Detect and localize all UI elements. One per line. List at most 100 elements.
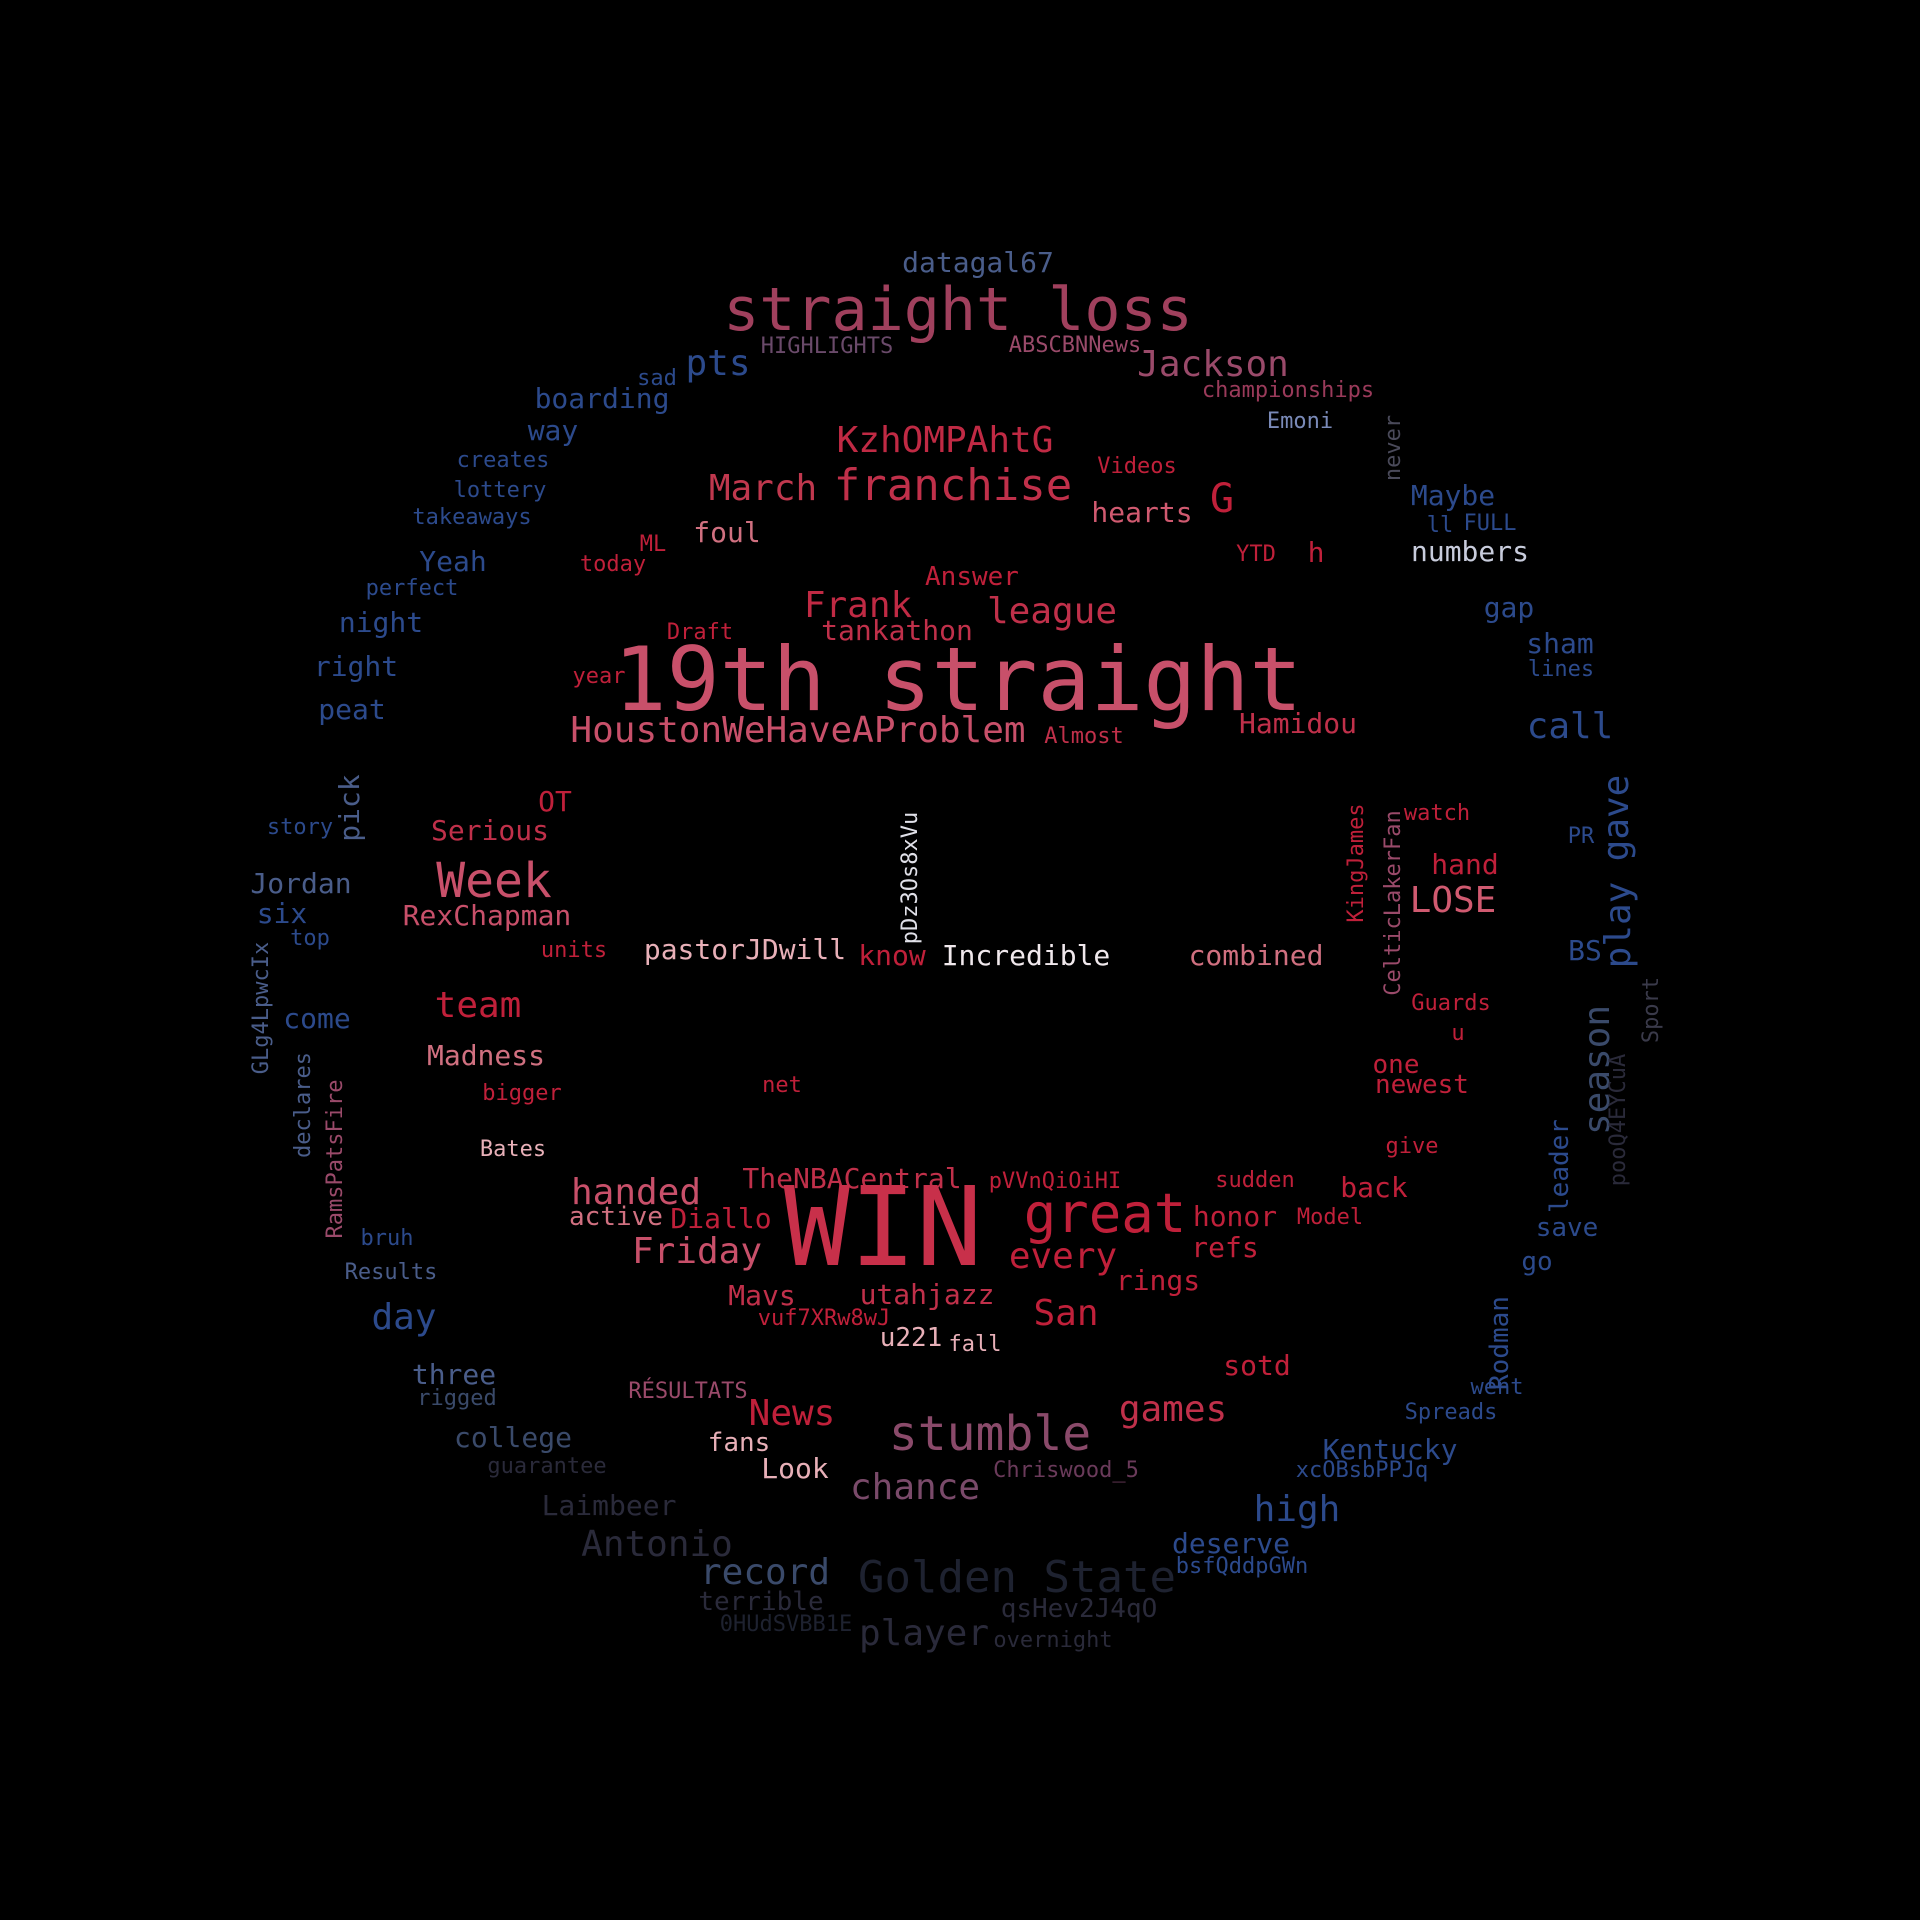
word-cloud-word: March	[709, 468, 817, 509]
word-cloud-word: utahjazz	[860, 1278, 995, 1311]
word-cloud-word: qsHev2J4qO	[1001, 1594, 1158, 1624]
word-cloud-word: pts	[685, 343, 750, 384]
word-cloud-word: pick	[333, 774, 366, 842]
word-cloud-word: play	[1598, 882, 1639, 969]
word-cloud-word: Draft	[667, 620, 733, 645]
word-cloud-word: newest	[1375, 1070, 1469, 1100]
word-cloud-word: franchise	[834, 460, 1072, 511]
word-cloud-word: right	[314, 650, 398, 683]
word-cloud-word: way	[528, 414, 579, 447]
word-cloud-word: straight loss	[723, 275, 1193, 345]
word-cloud-word: foul	[693, 516, 760, 549]
word-cloud-word: gave	[1596, 775, 1637, 862]
word-cloud-word: Results	[345, 1260, 438, 1285]
word-cloud-word: sham	[1526, 627, 1593, 660]
word-cloud-word: HoustonWeHaveAProblem	[570, 710, 1025, 751]
word-cloud-word: active	[569, 1202, 663, 1232]
word-cloud-word: G	[1210, 476, 1234, 522]
word-cloud-word: Hamidou	[1239, 707, 1357, 740]
word-cloud-word: u	[1451, 1021, 1464, 1046]
word-cloud-word: refs	[1191, 1231, 1258, 1264]
word-cloud-word: datagal67	[902, 246, 1054, 279]
word-cloud-word: 19th straight	[614, 628, 1303, 731]
word-cloud-word: watch	[1404, 801, 1470, 826]
word-cloud-word: combined	[1189, 939, 1324, 972]
word-cloud-word: Chriswood_5	[993, 1458, 1139, 1483]
word-cloud-word: know	[858, 939, 926, 972]
word-cloud-word: player	[859, 1613, 989, 1654]
word-cloud-word: stumble	[889, 1406, 1091, 1462]
word-cloud-word: three	[412, 1358, 496, 1391]
word-cloud-word: fans	[708, 1428, 771, 1458]
word-cloud-word: Model	[1297, 1205, 1363, 1230]
word-cloud-word: college	[454, 1421, 572, 1454]
word-cloud-word: season	[1577, 1005, 1618, 1135]
word-cloud-word: gap	[1484, 591, 1535, 624]
word-cloud-word: Rodman	[1485, 1296, 1515, 1390]
word-cloud-word: YTD	[1236, 542, 1276, 567]
word-cloud-word: one	[1373, 1050, 1420, 1080]
word-cloud-word: save	[1536, 1213, 1599, 1243]
word-cloud-word: Yeah	[419, 545, 486, 578]
word-cloud-word: games	[1119, 1389, 1227, 1430]
word-cloud-word: top	[290, 926, 330, 951]
word-cloud-word: ML	[640, 532, 667, 557]
word-cloud-word: sudden	[1215, 1168, 1294, 1193]
word-cloud-word: Almost	[1044, 724, 1123, 749]
word-cloud-word: Jordan	[250, 867, 351, 900]
word-cloud-word: lines	[1528, 657, 1594, 682]
word-cloud-word: hand	[1431, 848, 1498, 881]
word-cloud-word: night	[339, 606, 423, 639]
word-cloud-word: championships	[1202, 378, 1374, 403]
word-cloud-word: Emoni	[1267, 409, 1333, 434]
word-cloud-word: give	[1386, 1134, 1439, 1159]
word-cloud-word: six	[257, 897, 308, 930]
word-cloud-word: guarantee	[487, 1454, 606, 1479]
word-cloud-word: record	[700, 1552, 830, 1593]
word-cloud-word: Friday	[632, 1231, 762, 1272]
word-cloud-word: News	[749, 1393, 836, 1434]
word-cloud-word: net	[762, 1073, 802, 1098]
word-cloud-word: KingJames	[1344, 803, 1369, 922]
word-cloud-word: Spreads	[1405, 1400, 1498, 1425]
word-cloud-word: Golden State	[858, 1552, 1176, 1603]
word-cloud-word: declares	[291, 1052, 316, 1158]
word-cloud-word: BS	[1568, 934, 1602, 967]
word-cloud-word: RÉSULTATS	[628, 1378, 747, 1404]
word-cloud-word: WIN	[784, 1163, 983, 1291]
word-cloud-word: back	[1340, 1171, 1408, 1204]
word-cloud-word: pooQ4EYCuA	[1606, 1054, 1631, 1186]
word-cloud-word: day	[371, 1297, 436, 1338]
word-cloud-word: Videos	[1097, 454, 1176, 479]
word-cloud-word: league	[987, 591, 1117, 632]
word-cloud-word: Sport	[1639, 977, 1664, 1043]
word-cloud-word: leader	[1545, 1119, 1575, 1213]
word-cloud-word: honor	[1193, 1200, 1277, 1233]
word-cloud-word: Madness	[427, 1039, 545, 1072]
word-cloud-word: Look	[761, 1452, 829, 1485]
word-cloud-word: high	[1254, 1489, 1341, 1530]
word-cloud-word: sad	[637, 366, 677, 391]
word-cloud-word: RamsPatsFire	[323, 1080, 348, 1239]
word-cloud-word: rigged	[417, 1386, 496, 1411]
word-cloud-word: numbers	[1411, 535, 1529, 568]
word-cloud-word: Kentucky	[1323, 1433, 1458, 1466]
word-cloud-word: h	[1308, 536, 1325, 569]
word-cloud-word: RexChapman	[403, 899, 572, 932]
word-cloud-word: San	[1033, 1293, 1098, 1334]
word-cloud-word: FULL	[1464, 511, 1517, 536]
word-cloud-word: pDz3Os8xVu	[898, 812, 923, 944]
word-cloud-word: vuf7XRw8wJ	[758, 1306, 890, 1331]
word-cloud-word: u221	[880, 1323, 943, 1353]
word-cloud-word: fall	[949, 1332, 1002, 1357]
word-cloud-word: overnight	[993, 1628, 1112, 1653]
word-cloud-word: Guards	[1411, 991, 1490, 1016]
word-cloud-word: peat	[318, 693, 385, 726]
word-cloud-word: units	[541, 938, 607, 963]
word-cloud-word: go	[1521, 1247, 1552, 1277]
word-cloud-word: perfect	[366, 576, 459, 601]
word-cloud-word: pVVnQiOiHI	[989, 1169, 1121, 1194]
word-cloud-word: Bates	[480, 1137, 546, 1162]
